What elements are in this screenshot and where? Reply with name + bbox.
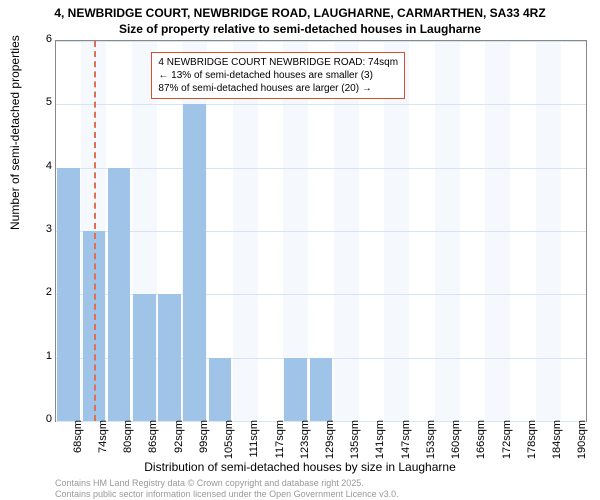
annotation-line: ← 13% of semi-detached houses are smalle…: [158, 69, 398, 82]
x-tick-label: 135sqm: [349, 420, 361, 470]
reference-line: [94, 41, 96, 421]
x-tick-label: 117sqm: [274, 420, 286, 470]
x-tick-label: 141sqm: [374, 420, 386, 470]
y-tick-label: 3: [28, 223, 52, 235]
gridline: [56, 41, 586, 42]
x-tick-label: 99sqm: [198, 420, 210, 470]
x-tick-label: 123sqm: [299, 420, 311, 470]
chart-title-line2: Size of property relative to semi-detach…: [0, 22, 600, 36]
x-tick-label: 86sqm: [147, 420, 159, 470]
x-tick-label: 178sqm: [526, 420, 538, 470]
gridline: [56, 168, 586, 169]
histogram-bar: [209, 358, 232, 421]
x-tick-label: 129sqm: [324, 420, 336, 470]
plot-area: 4 NEWBRIDGE COURT NEWBRIDGE ROAD: 74sqm←…: [55, 40, 587, 422]
annotation-line: 4 NEWBRIDGE COURT NEWBRIDGE ROAD: 74sqm: [158, 56, 398, 69]
x-tick-label: 184sqm: [551, 420, 563, 470]
x-tick-label: 166sqm: [475, 420, 487, 470]
x-tick-label: 172sqm: [501, 420, 513, 470]
y-tick-label: 6: [28, 33, 52, 45]
chart-container: 4, NEWBRIDGE COURT, NEWBRIDGE ROAD, LAUG…: [0, 0, 600, 500]
histogram-bar: [284, 358, 307, 421]
gridline: [56, 231, 586, 232]
gridline: [56, 104, 586, 105]
x-tick-label: 160sqm: [450, 420, 462, 470]
annotation-box: 4 NEWBRIDGE COURT NEWBRIDGE ROAD: 74sqm←…: [151, 52, 405, 99]
x-tick-label: 190sqm: [576, 420, 588, 470]
histogram-bar: [183, 104, 206, 421]
annotation-line: 87% of semi-detached houses are larger (…: [158, 82, 398, 95]
histogram-bar: [108, 168, 131, 421]
chart-title-line1: 4, NEWBRIDGE COURT, NEWBRIDGE ROAD, LAUG…: [0, 6, 600, 20]
footer-line2: Contains public sector information licen…: [55, 489, 399, 500]
x-tick-label: 80sqm: [122, 420, 134, 470]
x-tick-label: 74sqm: [97, 420, 109, 470]
histogram-bar: [158, 294, 181, 421]
y-axis-label: Number of semi-detached properties: [8, 35, 22, 230]
histogram-bar: [310, 358, 333, 421]
x-tick-label: 111sqm: [248, 420, 260, 470]
y-tick-label: 2: [28, 286, 52, 298]
y-tick-label: 0: [28, 413, 52, 425]
x-tick-label: 153sqm: [425, 420, 437, 470]
histogram-bar: [57, 168, 80, 421]
x-tick-label: 68sqm: [72, 420, 84, 470]
y-tick-label: 4: [28, 160, 52, 172]
footer-line1: Contains HM Land Registry data © Crown c…: [55, 478, 399, 489]
y-tick-label: 5: [28, 96, 52, 108]
y-tick-label: 1: [28, 350, 52, 362]
x-tick-label: 147sqm: [400, 420, 412, 470]
x-tick-label: 92sqm: [173, 420, 185, 470]
x-tick-label: 105sqm: [223, 420, 235, 470]
histogram-bar: [133, 294, 156, 421]
chart-footer: Contains HM Land Registry data © Crown c…: [55, 478, 399, 500]
